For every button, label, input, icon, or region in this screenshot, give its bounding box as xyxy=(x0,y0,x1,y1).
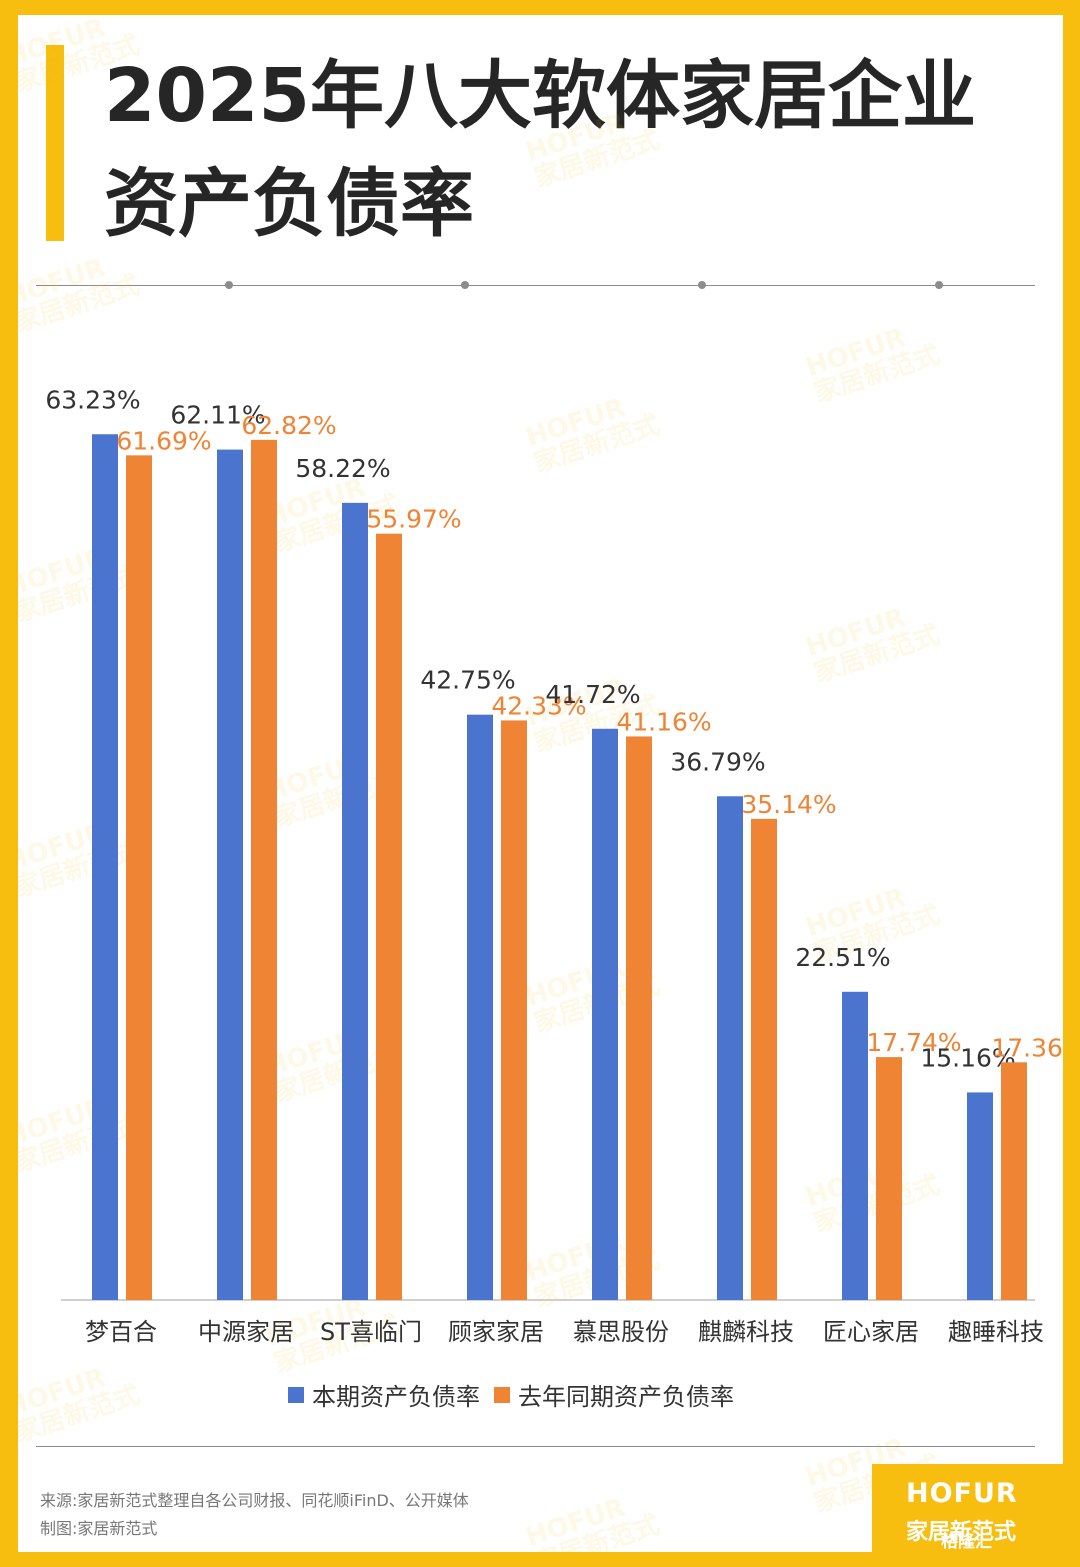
bar-previous xyxy=(501,720,527,1300)
x-tick-label: 中源家居 xyxy=(198,1318,294,1346)
data-label-current: 15.16% xyxy=(920,1043,1015,1072)
bar-previous xyxy=(251,439,277,1301)
credit-note: 制图:家居新范式 xyxy=(40,1519,158,1538)
bar-current xyxy=(92,434,118,1300)
x-tick-label: 慕思股份 xyxy=(573,1318,669,1346)
data-label-current: 41.72% xyxy=(545,680,640,709)
bar-current xyxy=(342,502,368,1300)
chart-subtitle: 资产负债率 xyxy=(104,161,474,247)
data-label-current: 42.75% xyxy=(420,666,515,695)
legend-item-current: 本期资产负债率 xyxy=(288,1377,480,1412)
data-label-previous: 41.16% xyxy=(616,707,711,736)
divider-dot xyxy=(461,281,469,289)
x-tick-label: 匠心家居 xyxy=(823,1318,919,1346)
x-tick-label: ST喜临门 xyxy=(320,1318,422,1346)
bar-current xyxy=(967,1092,993,1300)
chart-title: 2025年八大软体家居企业 xyxy=(104,53,976,139)
data-label-previous: 62.82% xyxy=(241,411,336,440)
bar-previous xyxy=(626,736,652,1300)
divider-dot xyxy=(225,281,233,289)
bottom-divider xyxy=(36,1446,1035,1447)
x-tick-label: 顾家家居 xyxy=(448,1318,544,1346)
bar-current xyxy=(217,449,243,1301)
data-label-previous: 42.33% xyxy=(491,691,586,720)
divider-dot xyxy=(935,281,943,289)
bar-current xyxy=(467,714,493,1300)
data-label-previous: 17.36% xyxy=(991,1033,1063,1062)
legend-item-previous: 去年同期资产负债率 xyxy=(494,1377,734,1412)
legend-label-previous: 去年同期资产负债率 xyxy=(518,1383,734,1411)
legend-label-current: 本期资产负债率 xyxy=(312,1383,480,1411)
data-label-previous: 35.14% xyxy=(741,790,836,819)
bar-current xyxy=(592,728,618,1300)
data-label-previous: 17.74% xyxy=(866,1028,961,1057)
data-label-previous: 61.69% xyxy=(116,426,211,455)
brand-name: HOFUR xyxy=(906,1478,1018,1509)
legend-swatch-current xyxy=(288,1386,304,1403)
bar-current xyxy=(717,796,743,1300)
x-tick-label: 趣睡科技 xyxy=(948,1318,1044,1346)
data-label-current: 22.51% xyxy=(795,943,890,972)
source-note: 来源:家居新范式整理自各公司财报、同花顺iFinD、公开媒体 xyxy=(40,1491,469,1510)
brand-logo: HOFUR 家居新范式 xyxy=(872,1464,1063,1552)
divider-dot xyxy=(698,281,706,289)
data-label-previous: 55.97% xyxy=(366,505,461,534)
bar-previous xyxy=(126,455,152,1300)
bar-previous xyxy=(376,533,402,1300)
x-tick-label: 麒麟科技 xyxy=(698,1318,794,1346)
title-accent-bar xyxy=(46,45,64,241)
data-label-current: 63.23% xyxy=(45,385,140,414)
bar-previous xyxy=(876,1057,902,1300)
data-label-current: 36.79% xyxy=(670,747,765,776)
brand-subtitle: 家居新范式 xyxy=(906,1520,1017,1545)
data-label-current: 62.11% xyxy=(170,401,265,430)
top-divider xyxy=(36,285,1035,286)
chart-legend: 本期资产负债率 去年同期资产负债率 xyxy=(288,1377,748,1412)
legend-swatch-previous xyxy=(494,1386,510,1403)
corner-badge: 格隆汇 xyxy=(941,1532,992,1552)
bar-current xyxy=(842,991,868,1300)
x-tick-label: 梦百合 xyxy=(85,1318,157,1346)
bar-chart: 63.23% 61.69% 梦百合 62.11%62.82% 中源家居 58.22% 55.… xyxy=(45,385,1063,1346)
bar-previous xyxy=(751,818,777,1300)
data-label-current: 58.22% xyxy=(295,454,390,483)
bar-previous xyxy=(1001,1062,1027,1300)
